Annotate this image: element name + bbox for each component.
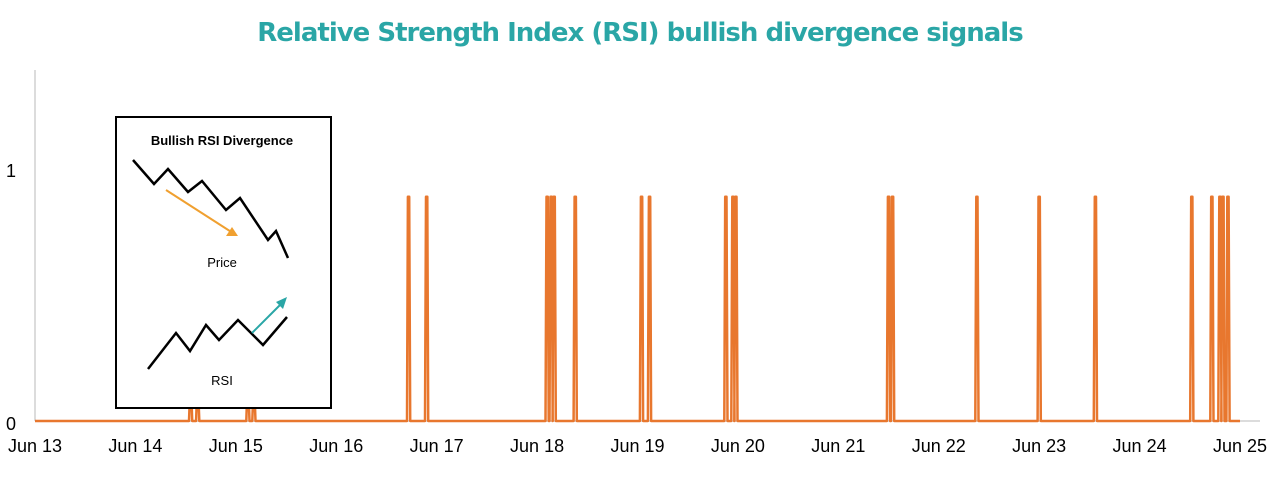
x-tick-label: Jun 24	[1113, 436, 1167, 456]
x-tick-label: Jun 14	[108, 436, 162, 456]
x-tick-labels: Jun 13 Jun 14 Jun 15 Jun 16 Jun 17 Jun 18 Jun …	[8, 436, 1267, 456]
inset-diagram: Bullish RSI Divergence Price RSI	[115, 116, 332, 409]
inset-title: Bullish RSI Divergence	[151, 133, 293, 148]
x-tick-label: Jun 21	[811, 436, 865, 456]
series-line	[35, 195, 1240, 423]
inset-label-price: Price	[207, 255, 237, 270]
x-tick-label: Jun 20	[711, 436, 765, 456]
inset-frame	[115, 116, 332, 409]
x-tick-label: Jun 22	[912, 436, 966, 456]
chart-title: Relative Strength Index (RSI) bullish di…	[257, 18, 1023, 48]
x-tick-label: Jun 25	[1213, 436, 1267, 456]
price-arrow-head	[226, 227, 238, 236]
x-tick-label: Jun 17	[410, 436, 464, 456]
y-tick-label: 1	[6, 161, 16, 181]
y-tick-label: 0	[6, 414, 16, 434]
x-tick-label: Jun 15	[209, 436, 263, 456]
x-tick-label: Jun 23	[1012, 436, 1066, 456]
rsi-line	[147, 316, 288, 370]
inset-label-rsi: RSI	[211, 373, 233, 388]
rsi-trend-arrow	[251, 302, 283, 334]
rsi-arrow-head	[276, 297, 287, 309]
x-tick-label: Jun 13	[8, 436, 62, 456]
price-trend-arrow	[165, 189, 237, 236]
price-line	[132, 159, 290, 259]
x-tick-label: Jun 18	[510, 436, 564, 456]
x-tick-label: Jun 16	[309, 436, 363, 456]
x-tick-label: Jun 19	[610, 436, 664, 456]
